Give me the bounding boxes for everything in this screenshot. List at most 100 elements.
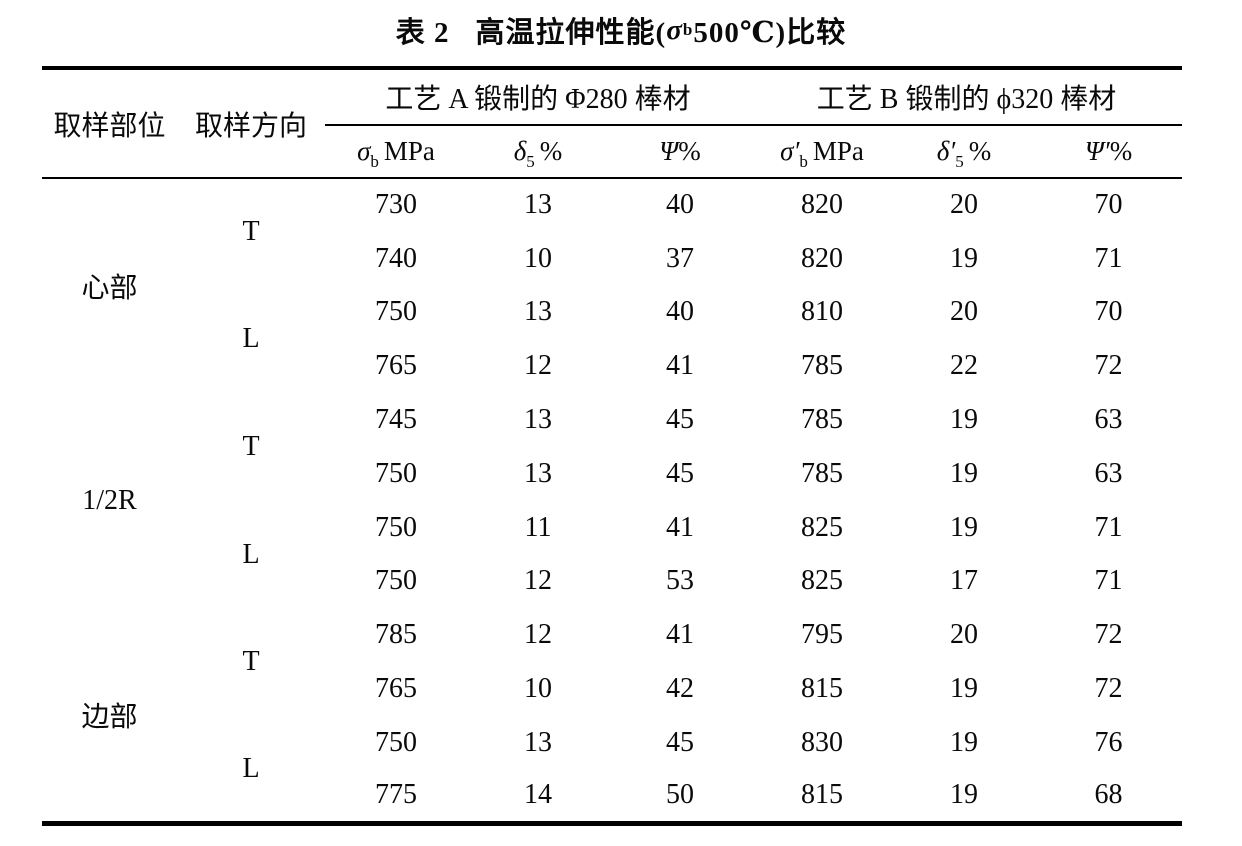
value-cell: 70 — [1094, 189, 1123, 221]
value-cell: 740 — [375, 242, 417, 274]
value-cell: 71 — [1094, 511, 1123, 543]
table-row: 750 13 45 785 19 63 — [42, 447, 1182, 501]
value-cell: 45 — [666, 404, 694, 436]
direction-cell: L — [242, 752, 260, 784]
header-group-process-b: 工艺 B 锻制的 ϕ320 棒材 — [751, 68, 1183, 126]
table-row: 1/2R T 745 13 45 785 19 63 — [42, 393, 1182, 516]
value-cell: 750 — [375, 296, 417, 328]
value-cell: 41 — [666, 619, 694, 651]
value-cell: 72 — [1094, 350, 1123, 382]
header-group-row: 取样部位 取样方向 工艺 A 锻制的 Φ280 棒材 工艺 B 锻制的 ϕ320… — [42, 68, 1183, 179]
header-col-psi: Ψ% — [609, 125, 751, 179]
value-cell: 63 — [1094, 457, 1123, 489]
value-cell: 775 — [375, 779, 417, 811]
value-cell: 10 — [524, 242, 552, 274]
value-cell: 19 — [950, 242, 978, 274]
value-cell: 68 — [1094, 779, 1123, 811]
value-cell: 765 — [375, 350, 417, 382]
value-cell: 45 — [666, 726, 694, 758]
value-cell: 20 — [950, 296, 978, 328]
table-row: L 750 13 40 810 20 70 — [42, 286, 1182, 354]
table-row: 775 14 50 815 19 68 — [42, 770, 1182, 824]
table-number-label: 表 2 — [395, 17, 450, 49]
value-cell: 71 — [1094, 242, 1123, 274]
value-cell: 20 — [950, 189, 978, 221]
value-cell: 20 — [950, 619, 978, 651]
value-cell: 19 — [950, 457, 978, 489]
table-row: 765 10 42 815 19 72 — [42, 662, 1182, 716]
table-row: 750 12 53 825 17 71 — [42, 555, 1182, 609]
value-cell: 745 — [375, 404, 417, 436]
value-cell: 12 — [524, 619, 552, 651]
header-col-delta-5: δ5% — [467, 125, 609, 179]
value-cell: 13 — [524, 296, 552, 328]
value-cell: 41 — [666, 511, 694, 543]
value-cell: 41 — [666, 350, 694, 382]
header-subcolumn-row: σb MPa δ5% Ψ% σ′b MPa δ′5% Ψ′% — [42, 125, 1183, 179]
value-cell: 785 — [375, 619, 417, 651]
value-cell: 785 — [801, 404, 843, 436]
value-cell: 13 — [524, 404, 552, 436]
value-cell: 19 — [950, 511, 978, 543]
value-cell: 830 — [801, 726, 843, 758]
value-cell: 765 — [375, 673, 417, 705]
value-cell: 19 — [950, 673, 978, 705]
value-cell: 825 — [801, 511, 843, 543]
value-cell: 815 — [801, 673, 843, 705]
value-cell: 19 — [950, 404, 978, 436]
direction-cell: L — [242, 323, 260, 355]
title-text-suffix: 500℃)比较 — [693, 17, 847, 49]
value-cell: 825 — [801, 565, 843, 597]
value-cell: 40 — [666, 189, 694, 221]
value-cell: 72 — [1094, 619, 1123, 651]
value-cell: 810 — [801, 296, 843, 328]
value-cell: 22 — [950, 350, 978, 382]
table-row: L 750 11 41 825 19 71 — [42, 501, 1182, 570]
value-cell: 820 — [801, 189, 843, 221]
direction-cell: T — [242, 646, 260, 678]
header-col-psi-prime: Ψ′% — [1035, 125, 1183, 179]
value-cell: 730 — [375, 189, 417, 221]
header-col-delta-5-prime: δ′5% — [893, 125, 1035, 179]
value-cell: 70 — [1094, 296, 1123, 328]
value-cell: 63 — [1094, 404, 1123, 436]
value-cell: 42 — [666, 673, 694, 705]
value-cell: 815 — [801, 779, 843, 811]
value-cell: 13 — [524, 726, 552, 758]
value-cell: 72 — [1094, 673, 1123, 705]
table-title: 表 2 高温拉伸性能(σ b 500℃)比较 — [0, 0, 1242, 66]
table-row: L 750 13 45 830 19 76 — [42, 716, 1182, 784]
header-sampling-part: 取样部位 — [42, 68, 177, 179]
value-cell: 820 — [801, 242, 843, 274]
value-cell: 785 — [801, 457, 843, 489]
value-cell: 76 — [1094, 726, 1123, 758]
value-cell: 40 — [666, 296, 694, 328]
value-cell: 14 — [524, 779, 552, 811]
value-cell: 71 — [1094, 565, 1123, 597]
value-cell: 10 — [524, 673, 552, 705]
table-row: 边部 T 785 12 41 795 20 72 — [42, 608, 1182, 732]
header-group-process-a: 工艺 A 锻制的 Φ280 棒材 — [325, 68, 751, 126]
value-cell: 11 — [524, 511, 552, 543]
value-cell: 795 — [801, 619, 843, 651]
value-cell: 17 — [950, 565, 978, 597]
title-sigma-symbol: σ — [666, 13, 683, 46]
table-row: 心部 T 730 13 40 820 20 70 — [42, 178, 1182, 304]
part-cell-half-radius: 1/2R — [82, 484, 137, 516]
value-cell: 37 — [666, 242, 694, 274]
value-cell: 750 — [375, 511, 417, 543]
value-cell: 45 — [666, 457, 694, 489]
direction-cell: T — [242, 430, 260, 462]
table-row: 740 10 37 820 19 71 — [42, 232, 1182, 286]
value-cell: 53 — [666, 565, 694, 597]
table-row: 765 12 41 785 22 72 — [42, 339, 1182, 393]
value-cell: 50 — [666, 779, 694, 811]
value-cell: 12 — [524, 565, 552, 597]
tensile-properties-table: 取样部位 取样方向 工艺 A 锻制的 Φ280 棒材 工艺 B 锻制的 ϕ320… — [42, 66, 1183, 827]
title-text-prefix: 高温拉伸性能( — [475, 17, 667, 49]
direction-cell: T — [242, 216, 260, 248]
direction-cell: L — [242, 538, 260, 570]
value-cell: 750 — [375, 565, 417, 597]
value-cell: 13 — [524, 189, 552, 221]
value-cell: 13 — [524, 457, 552, 489]
